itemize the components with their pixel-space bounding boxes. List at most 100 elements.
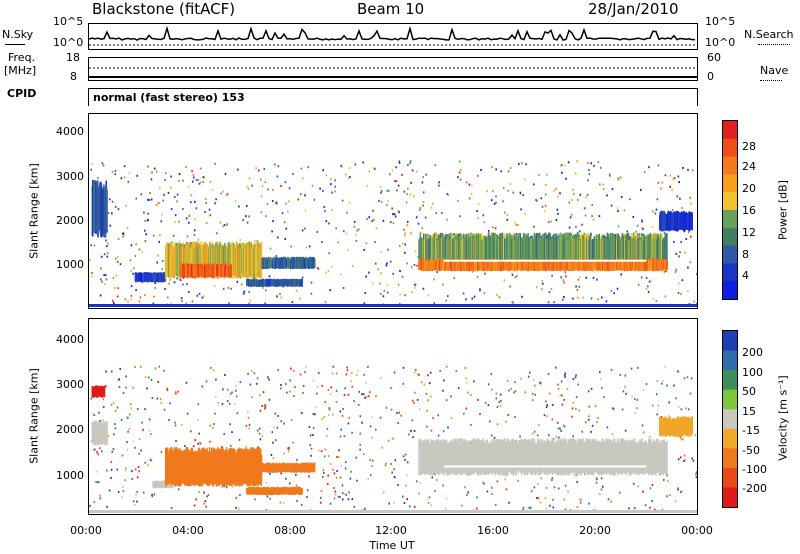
scatter-cell (422, 204, 424, 207)
scatter-cell (445, 399, 448, 402)
scatter-cell (172, 241, 174, 244)
scatter-cell (563, 281, 566, 284)
scatter-cell (409, 162, 411, 165)
scatter-cell (246, 221, 249, 224)
scatter-cell (637, 283, 640, 286)
scatter-cell (328, 252, 330, 255)
scatter-cell (596, 421, 598, 424)
scatter-cell (170, 507, 173, 509)
scatter-cell (406, 498, 408, 501)
scatter-cell (271, 230, 273, 233)
scatter-cell (248, 302, 250, 305)
scatter-cell (463, 412, 465, 415)
scatter-cell (301, 177, 304, 180)
scatter-cell (107, 435, 110, 437)
scatter-cell (102, 398, 105, 401)
scatter-cell (211, 188, 214, 191)
scatter-cell (215, 396, 217, 398)
scatter-cell (649, 506, 651, 509)
scatter-cell (271, 200, 274, 202)
scatter-cell (465, 181, 468, 184)
scatter-cell (549, 504, 551, 507)
scatter-cell (147, 212, 149, 215)
scatter-cell (273, 426, 275, 429)
scatter-cell (127, 300, 129, 303)
scatter-cell (267, 376, 269, 379)
scatter-cell (476, 496, 478, 499)
scatter-cell (205, 202, 207, 205)
scatter-cell (533, 225, 535, 228)
scatter-cell (598, 215, 601, 218)
scatter-cell (687, 231, 690, 234)
scatter-cell (103, 283, 106, 285)
scatter-cell (301, 229, 304, 232)
scatter-cell (587, 418, 590, 421)
scatter-cell (671, 188, 673, 191)
scatter-cell (299, 373, 302, 376)
scatter-cell (288, 200, 290, 203)
scatter-cell (134, 366, 136, 368)
scatter-cell (159, 397, 162, 400)
scatter-cell (304, 371, 306, 374)
scatter-cell (209, 440, 211, 443)
scatter-cell (222, 225, 224, 228)
scatter-cell (557, 387, 560, 390)
scatter-cell (320, 450, 323, 453)
noise-tick-left-bottom: 10^0 (53, 36, 84, 49)
scatter-cell (687, 168, 689, 171)
scatter-cell (397, 422, 399, 424)
scatter-cell (662, 379, 664, 382)
scatter-cell (410, 429, 413, 432)
scatter-cell (380, 189, 383, 192)
scatter-cell (547, 221, 550, 223)
scatter-cell (471, 297, 474, 300)
scatter-cell (245, 215, 247, 218)
scatter-cell (158, 240, 160, 243)
scatter-cell (214, 162, 216, 165)
scatter-cell (675, 268, 677, 271)
scatter-cell (339, 476, 342, 479)
scatter-cell (153, 295, 155, 298)
scatter-cell (689, 261, 692, 264)
scatter-cell (624, 429, 627, 432)
scatter-cell (309, 434, 312, 437)
scatter-cell (265, 482, 268, 485)
scatter-cell (495, 201, 497, 204)
scatter-cell (490, 199, 493, 202)
scatter-cell (274, 163, 276, 166)
range-time-cell (314, 259, 316, 268)
scatter-cell (441, 212, 443, 214)
scatter-cell (275, 201, 277, 204)
scatter-cell (353, 505, 356, 508)
scatter-cell (262, 391, 265, 394)
scatter-cell (649, 435, 651, 438)
scatter-cell (695, 471, 698, 474)
scatter-cell (406, 474, 408, 477)
scatter-cell (619, 176, 622, 179)
scatter-cell (229, 423, 231, 426)
scatter-cell (193, 229, 196, 232)
scatter-cell (348, 491, 350, 494)
scatter-cell (427, 501, 430, 504)
scatter-cell (341, 484, 344, 487)
scatter-cell (287, 210, 289, 213)
scatter-cell (194, 439, 197, 442)
scatter-cell (214, 202, 216, 205)
scatter-cell (532, 399, 534, 402)
scatter-cell (148, 418, 151, 421)
scatter-cell (157, 202, 160, 204)
scatter-cell (600, 488, 603, 491)
scatter-cell (569, 216, 572, 219)
scatter-cell (181, 300, 183, 302)
scatter-cell (420, 381, 423, 384)
scatter-cell (319, 501, 322, 504)
scatter-cell (590, 387, 593, 390)
scatter-cell (551, 479, 553, 482)
scatter-cell (498, 401, 500, 404)
scatter-cell (610, 500, 612, 503)
scatter-cell (635, 230, 637, 233)
scatter-cell (591, 204, 593, 206)
scatter-cell (366, 218, 368, 221)
scatter-cell (124, 479, 126, 482)
scatter-cell (285, 383, 287, 386)
